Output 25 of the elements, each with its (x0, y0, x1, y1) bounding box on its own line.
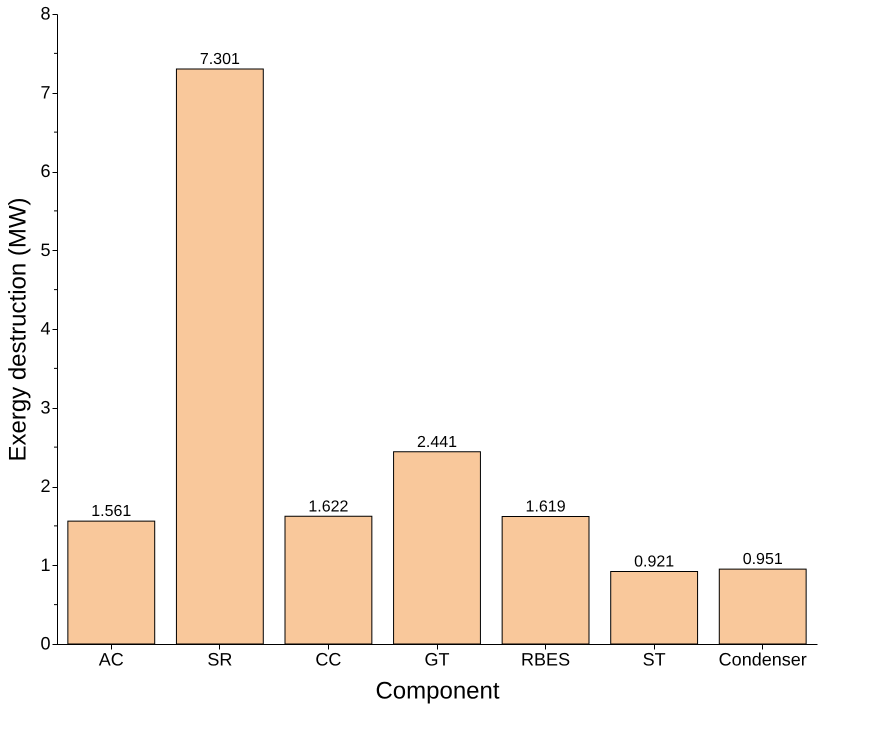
y-tick-label: 4 (40, 318, 50, 338)
y-tick-label: 1 (40, 554, 50, 575)
data-label: 7.301 (200, 51, 240, 68)
y-tick-label: 7 (40, 82, 50, 102)
x-tick-label: CC (315, 650, 342, 670)
y-tick-label: 5 (40, 240, 50, 260)
x-tick-label: RBES (521, 650, 570, 670)
data-label: 1.619 (526, 498, 566, 516)
y-tick-label: 8 (40, 4, 50, 24)
x-axis-title: Component (375, 678, 500, 704)
data-label: 0.951 (742, 551, 783, 568)
x-tick-label: GT (424, 650, 450, 670)
x-tick-label: SR (207, 650, 232, 670)
y-tick-label: 3 (40, 397, 50, 418)
y-tick-label: 0 (40, 634, 50, 654)
x-tick-label: AC (98, 650, 124, 670)
data-label: 2.441 (416, 434, 458, 451)
y-tick-label: 6 (40, 161, 50, 181)
y-axis-title: Exergy destruction (MW) (4, 197, 32, 462)
data-label: 1.561 (91, 503, 132, 520)
x-tick-label: Condenser (718, 650, 807, 670)
y-tick-label: 2 (40, 476, 50, 496)
x-tick-label: ST (642, 650, 666, 670)
data-label: 1.622 (308, 498, 349, 516)
data-label: 0.921 (634, 553, 674, 570)
